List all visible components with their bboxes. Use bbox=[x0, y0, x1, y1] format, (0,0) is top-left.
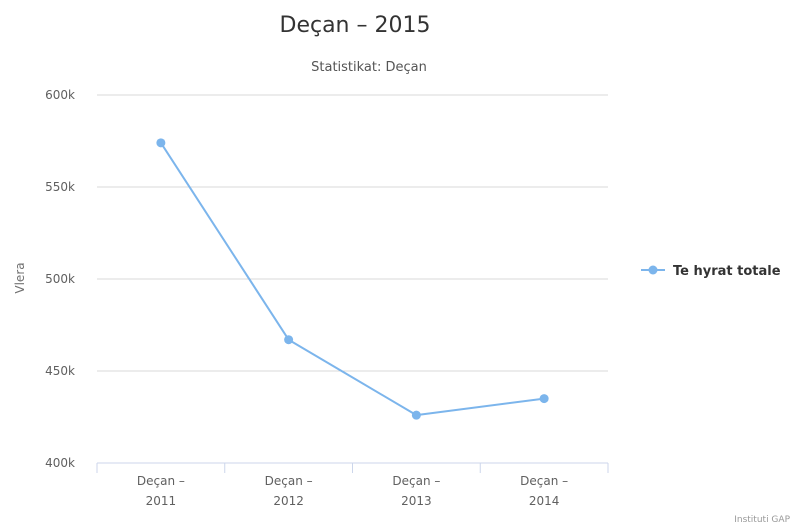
x-tick-label: Deçan –2014 bbox=[520, 474, 568, 508]
chart-subtitle: Statistikat: Deçan bbox=[311, 60, 427, 75]
credits[interactable]: Instituti GAP bbox=[734, 515, 790, 525]
y-tick-label: 450k bbox=[45, 364, 75, 378]
y-axis-ticks: 400k 450k 500k 550k 600k bbox=[45, 88, 75, 470]
chart-title: Deçan – 2015 bbox=[280, 13, 431, 38]
series-layer bbox=[156, 138, 549, 420]
y-axis-title: Vlera bbox=[13, 262, 27, 293]
data-point[interactable] bbox=[156, 138, 166, 148]
data-point[interactable] bbox=[284, 335, 294, 345]
series-line bbox=[160, 142, 545, 417]
y-tick-label: 550k bbox=[45, 180, 75, 194]
legend[interactable]: Te hyrat totale bbox=[641, 264, 781, 279]
x-axis: Deçan –2011 Deçan –2012 Deçan –2013 Deçan –… bbox=[96, 462, 609, 508]
data-point[interactable] bbox=[411, 410, 421, 420]
y-tick-label: 400k bbox=[45, 456, 75, 470]
y-tick-label: 500k bbox=[45, 272, 75, 286]
x-tick-label: Deçan –2011 bbox=[137, 474, 185, 508]
x-tick-label: Deçan –2012 bbox=[265, 474, 313, 508]
grid bbox=[97, 94, 608, 372]
legend-label: Te hyrat totale bbox=[673, 264, 781, 279]
x-tick-label: Deçan –2013 bbox=[392, 474, 440, 508]
legend-marker bbox=[648, 265, 658, 275]
y-tick-label: 600k bbox=[45, 88, 75, 102]
data-point[interactable] bbox=[539, 394, 549, 404]
